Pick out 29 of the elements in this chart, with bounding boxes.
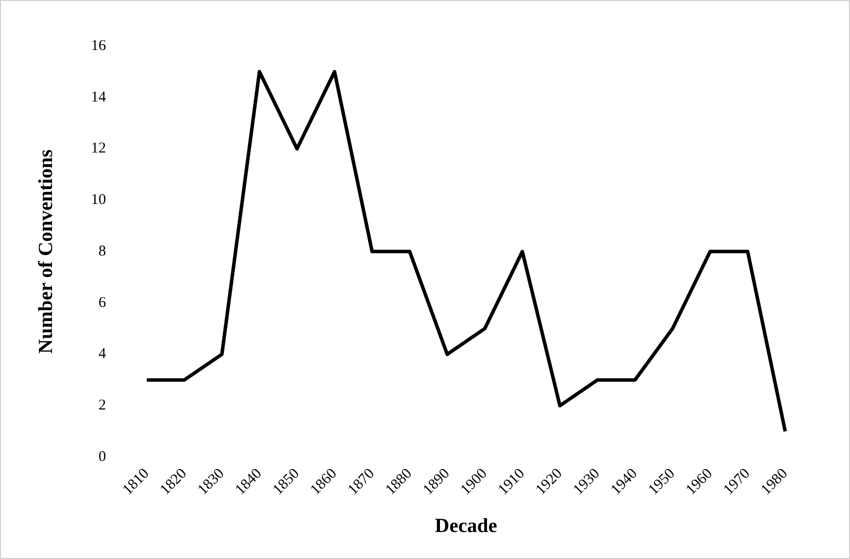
- x-tick-label: 1900: [458, 466, 490, 498]
- x-tick-label: 1970: [720, 466, 754, 498]
- x-tick-label: 1940: [608, 466, 641, 498]
- x-tick-label: 1890: [420, 466, 453, 498]
- y-tick-label: 8: [98, 243, 106, 260]
- x-tick-label: 1920: [532, 466, 566, 498]
- x-tick-label: 1910: [495, 466, 528, 498]
- y-tick-label: 10: [91, 192, 106, 208]
- x-tick-label: 1870: [345, 466, 378, 498]
- x-tick-label: 1950: [646, 466, 678, 498]
- x-tick-label: 1840: [232, 466, 266, 498]
- y-tick-label: 0: [98, 448, 106, 465]
- x-tick-label: 1880: [382, 466, 416, 498]
- y-tick-label: 12: [91, 140, 106, 157]
- y-tick-label: 14: [91, 89, 106, 106]
- x-tick-label: 1830: [194, 466, 228, 498]
- y-tick-label: 6: [98, 294, 106, 311]
- y-tick-label: 4: [98, 346, 106, 362]
- x-tick-label: 1820: [157, 466, 190, 498]
- y-tick-label: 16: [91, 38, 106, 54]
- y-axis-title: Number of Conventions: [35, 149, 58, 354]
- x-tick-label: 1850: [270, 466, 303, 498]
- x-axis-title: Decade: [434, 515, 498, 538]
- x-tick-label: 1980: [758, 466, 791, 498]
- x-tick-label: 1960: [683, 466, 716, 498]
- y-tick-label: 2: [98, 398, 106, 414]
- x-tick-label: 1860: [308, 466, 340, 498]
- x-tick-label: 1930: [570, 466, 604, 498]
- x-tick-label: 1810: [120, 466, 152, 498]
